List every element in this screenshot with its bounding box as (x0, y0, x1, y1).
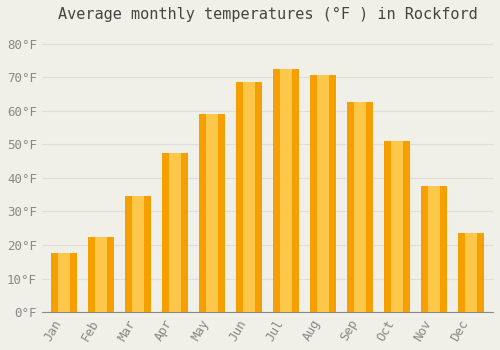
Bar (384, 141, 410, 312)
Bar (236, 82, 262, 312)
Bar (273, 69, 299, 312)
Bar (317, 75, 328, 312)
Bar (88, 237, 114, 312)
Bar (199, 114, 225, 312)
Bar (51, 253, 77, 312)
Bar (465, 233, 476, 312)
Bar (169, 153, 181, 312)
Bar (243, 82, 255, 312)
Bar (206, 114, 218, 312)
Bar (354, 102, 366, 312)
Bar (347, 102, 373, 312)
Bar (95, 237, 107, 312)
Bar (162, 153, 188, 312)
Bar (421, 186, 447, 312)
Bar (458, 233, 484, 312)
Bar (132, 196, 144, 312)
Bar (391, 141, 402, 312)
Bar (428, 186, 440, 312)
Bar (280, 69, 291, 312)
Title: Average monthly temperatures (°F ) in Rockford: Average monthly temperatures (°F ) in Ro… (58, 7, 478, 22)
Bar (310, 75, 336, 312)
Bar (125, 196, 151, 312)
Bar (58, 253, 70, 312)
